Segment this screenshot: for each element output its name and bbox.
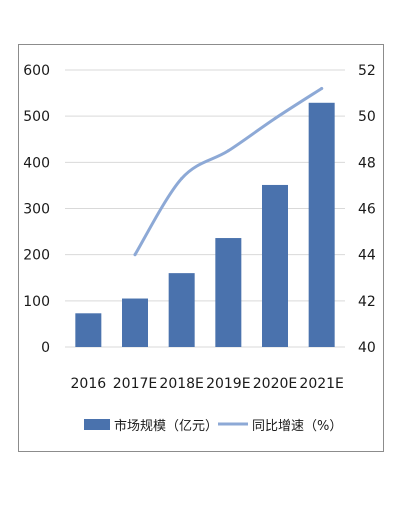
left-tick-label: 200 — [23, 248, 50, 264]
gridlines — [65, 69, 345, 348]
x-tick-label: 2017E — [113, 376, 157, 392]
growth-line — [133, 86, 324, 257]
right-tick-label: 48 — [358, 155, 376, 171]
bar — [308, 102, 335, 347]
left-tick-label: 500 — [23, 109, 50, 125]
x-tick-label: 2021E — [299, 376, 343, 392]
line-point — [226, 149, 230, 153]
right-tick-label: 40 — [358, 340, 376, 356]
left-axis: 0 100 200 300 400 500 600 — [23, 63, 50, 356]
line-series — [133, 86, 324, 257]
right-tick-label: 50 — [358, 109, 376, 125]
x-tick-label: 2019E — [206, 376, 250, 392]
legend-bar-swatch — [84, 419, 110, 430]
x-axis: 2016 2017E 2018E 2019E 2020E 2021E — [71, 376, 344, 392]
line-point — [180, 176, 184, 180]
x-tick-label: 2016 — [71, 376, 107, 392]
legend: 市场规模（亿元） 同比增速（%） — [84, 418, 342, 434]
right-tick-label: 52 — [358, 63, 376, 79]
left-tick-label: 600 — [23, 63, 50, 79]
right-axis: 40 42 44 46 48 50 52 — [358, 63, 376, 356]
x-tick-label: 2020E — [253, 376, 297, 392]
bar — [215, 238, 242, 347]
right-tick-label: 44 — [358, 248, 376, 264]
line-point — [273, 116, 277, 120]
right-tick-label: 42 — [358, 294, 376, 310]
left-tick-label: 300 — [23, 202, 50, 218]
right-tick-label: 46 — [358, 202, 376, 218]
bar — [122, 298, 148, 347]
legend-bar-label: 市场规模（亿元） — [114, 418, 218, 434]
legend-line-label: 同比增速（%） — [252, 419, 342, 434]
left-tick-label: 400 — [23, 155, 50, 171]
bar — [262, 184, 288, 347]
line-point — [133, 253, 137, 257]
left-tick-label: 100 — [23, 294, 50, 310]
bar-series — [75, 102, 335, 347]
left-tick-label: 0 — [41, 340, 50, 356]
line-point — [320, 86, 324, 90]
bar — [75, 313, 102, 347]
x-tick-label: 2018E — [159, 376, 203, 392]
bar — [168, 273, 195, 347]
